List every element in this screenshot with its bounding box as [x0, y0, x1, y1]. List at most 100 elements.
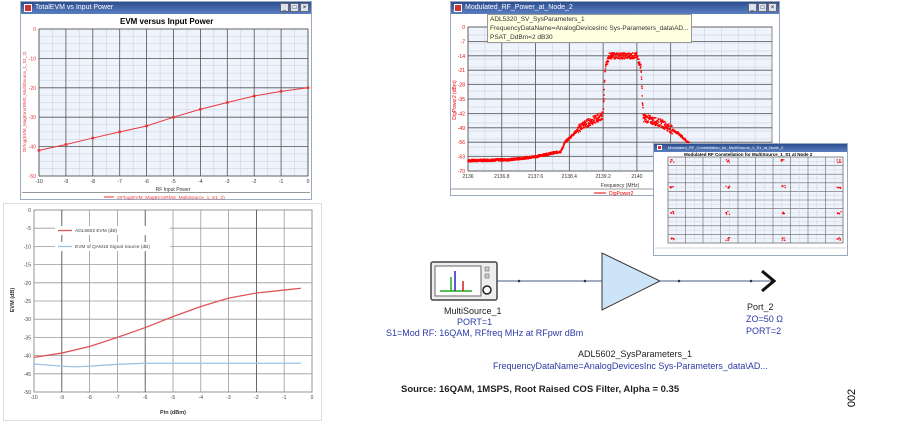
data-point	[622, 56, 624, 58]
data-point	[667, 123, 669, 126]
close-button[interactable]: ×	[300, 3, 309, 12]
title-bar[interactable]: TotalEVM vs Input Power _ □ ×	[21, 2, 311, 14]
data-point	[837, 212, 839, 214]
close-button[interactable]: ×	[768, 3, 777, 12]
data-point	[602, 108, 605, 110]
data-point	[483, 160, 485, 163]
series-line	[33, 362, 301, 368]
data-point	[631, 58, 633, 60]
data-point	[598, 118, 600, 121]
data-point	[650, 121, 652, 123]
data-point	[635, 53, 637, 55]
data-point	[641, 103, 644, 105]
minimize-button[interactable]: _	[280, 3, 289, 12]
data-point	[591, 119, 594, 121]
data-point	[644, 117, 646, 120]
data-point	[653, 117, 656, 119]
minimize-button[interactable]: _	[748, 3, 757, 12]
amplifier-icon[interactable]	[601, 252, 662, 311]
data-point	[645, 118, 647, 121]
legend-label: DigPower2	[609, 191, 634, 197]
data-point	[547, 154, 550, 156]
data-point	[633, 57, 635, 60]
data-point	[670, 125, 672, 128]
data-point	[627, 53, 629, 55]
signal-source-icon[interactable]	[430, 261, 498, 301]
data-point	[727, 239, 729, 241]
data-point	[537, 155, 539, 157]
port-arrow-icon[interactable]	[761, 269, 777, 293]
data-point	[605, 65, 607, 68]
data-point	[561, 149, 563, 151]
data-point	[562, 145, 565, 147]
data-point	[524, 158, 526, 160]
data-point	[655, 121, 658, 124]
maximize-button[interactable]: □	[290, 3, 299, 12]
x-tick-label: 2140	[631, 174, 642, 180]
data-point	[603, 98, 605, 100]
x-tick-label: 2136.8	[494, 174, 510, 180]
data-point	[641, 85, 643, 87]
data-point	[649, 115, 651, 117]
title-bar[interactable]: Modulated_RF_Power_at_Node_2 _ □ ×	[451, 2, 779, 14]
data-point	[586, 120, 588, 123]
data-point	[577, 128, 579, 130]
data-point	[656, 122, 659, 125]
data-point	[670, 132, 672, 134]
data-point	[656, 122, 658, 125]
data-point	[840, 161, 842, 163]
data-point	[660, 120, 662, 123]
data-point	[670, 161, 672, 163]
x-tick-label: -7	[117, 179, 122, 185]
maximize-button[interactable]: □	[758, 3, 767, 12]
data-point	[621, 53, 624, 56]
data-point	[597, 117, 600, 120]
data-point	[661, 126, 664, 128]
data-point	[607, 60, 609, 62]
y-tick-label: -70	[458, 169, 465, 175]
source-port: PORT=1	[457, 317, 493, 327]
data-point	[593, 121, 595, 123]
title-bar[interactable]: Modulated_RF_Constellation_for_MultiSour…	[654, 144, 847, 152]
data-point	[640, 78, 643, 81]
data-point	[595, 116, 597, 118]
wire-node	[677, 279, 681, 283]
data-point	[618, 54, 621, 56]
data-point	[670, 160, 672, 163]
data-point	[566, 140, 568, 143]
x-tick-label: -6	[144, 179, 149, 185]
data-point	[637, 55, 639, 58]
data-point	[306, 86, 310, 90]
data-point	[620, 54, 622, 56]
data-point	[647, 114, 650, 116]
data-point	[662, 127, 664, 129]
data-point	[586, 119, 589, 122]
data-point	[587, 125, 590, 128]
data-point	[600, 119, 602, 122]
data-point	[600, 118, 603, 121]
data-point	[643, 120, 645, 123]
data-point	[594, 122, 597, 124]
y-tick-label: -40	[29, 145, 36, 151]
data-point	[612, 56, 614, 59]
y-tick-label: -10	[29, 56, 36, 62]
data-point	[727, 211, 729, 213]
data-point	[252, 94, 256, 98]
data-point	[597, 113, 599, 115]
data-point	[783, 237, 785, 239]
data-point	[485, 160, 487, 162]
data-point	[783, 159, 785, 161]
data-point	[839, 159, 841, 161]
tooltip: ADL5320_SV_SysParameters_1 FrequencyData…	[487, 14, 692, 43]
x-tick-label: -9	[60, 395, 65, 401]
data-point	[780, 160, 783, 162]
data-point	[592, 115, 594, 118]
data-point	[727, 161, 729, 163]
data-point	[627, 56, 629, 59]
data-point	[198, 107, 202, 111]
data-point	[582, 126, 585, 129]
data-point	[670, 212, 673, 214]
y-tick-label: 0	[33, 27, 36, 33]
data-point	[579, 124, 581, 127]
data-point	[602, 111, 604, 114]
